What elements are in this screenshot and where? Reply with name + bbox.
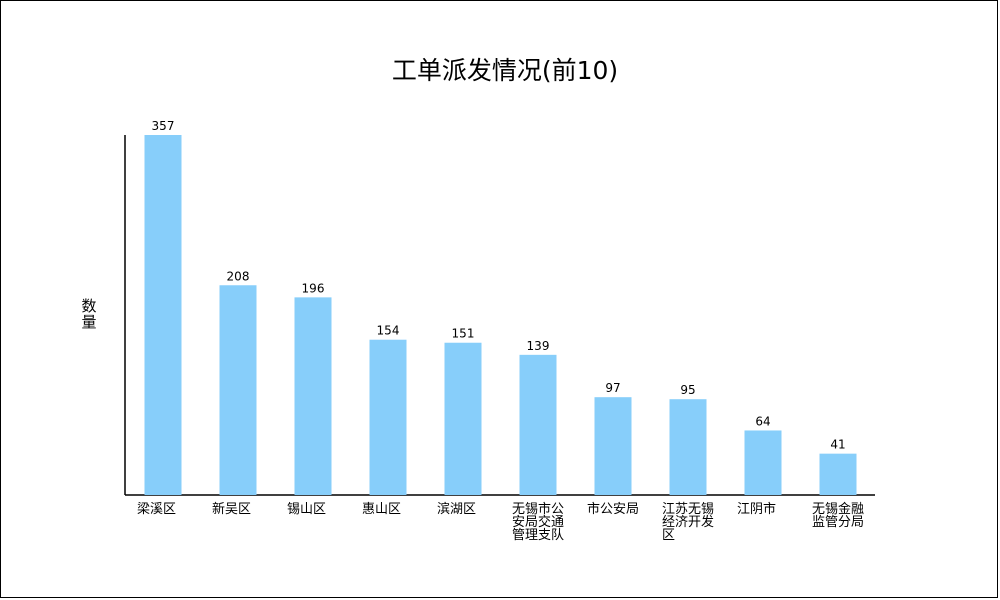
category-label: 惠山区	[362, 502, 401, 517]
chart-title: 工单派发情况(前10)	[392, 56, 618, 85]
bar	[669, 399, 707, 495]
bar-value-label: 97	[605, 381, 620, 395]
bar-value-label: 139	[527, 339, 550, 353]
y-axis-label-char: 数	[81, 297, 96, 315]
category-label: 新吴区	[212, 501, 251, 517]
y-axis-label-char: 量	[81, 313, 96, 331]
value-labels-group: 357 208 196 154 151 139 97 95 64 41	[152, 119, 846, 452]
category-label: 无锡金融监管分局	[812, 501, 864, 530]
bar	[294, 297, 332, 495]
bar	[819, 453, 857, 495]
category-label: 滨湖区	[437, 501, 476, 517]
bar	[744, 430, 782, 495]
category-label: 锡山区	[287, 502, 326, 517]
category-label: 梁溪区	[137, 502, 176, 517]
category-label: 江苏无锡经济开发区	[662, 501, 714, 543]
bar-value-label: 154	[377, 324, 400, 338]
bar	[519, 354, 557, 495]
bar	[219, 285, 257, 495]
bar	[444, 342, 482, 495]
bar	[594, 397, 632, 495]
category-label: 江阴市	[737, 501, 776, 517]
bar-value-label: 151	[452, 327, 475, 341]
bar-value-label: 196	[302, 281, 325, 295]
category-label: 无锡市公安局交通管理支队	[512, 501, 564, 543]
bar-value-label: 64	[755, 414, 770, 428]
bar-value-label: 95	[680, 383, 695, 397]
y-axis-label: 数量	[81, 297, 96, 331]
bar	[369, 339, 407, 495]
bar	[144, 135, 182, 495]
category-labels-group: 梁溪区 新吴区 锡山区 惠山区 滨湖区 无锡市公安局交通管理支队 市公安局 江苏无锡经济开发区…	[137, 501, 864, 543]
bar-value-label: 208	[227, 269, 250, 283]
bar-value-label: 357	[152, 119, 175, 133]
category-label: 市公安局	[587, 501, 639, 517]
bars-group	[144, 135, 857, 495]
bar-value-label: 41	[830, 438, 845, 452]
